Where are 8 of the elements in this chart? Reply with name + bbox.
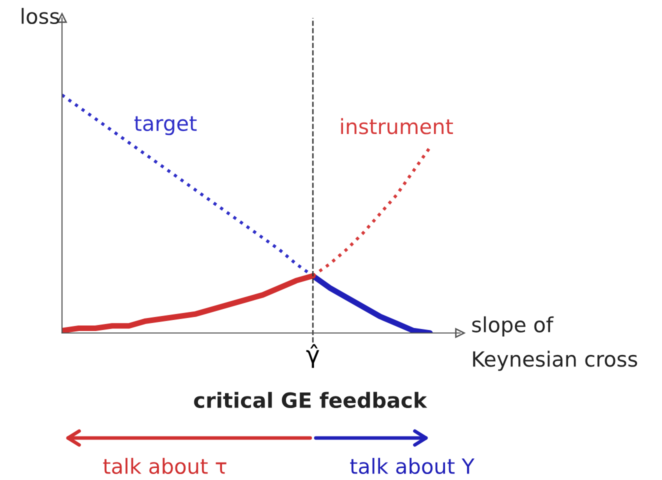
series-label: instrument <box>341 118 453 134</box>
x-axis-title: slope of Keynesian cross <box>472 316 638 371</box>
y-axis-title: loss <box>22 8 59 24</box>
text: γ̂ <box>306 344 320 368</box>
series-label: target <box>134 116 197 136</box>
text: talk about Y <box>350 458 474 474</box>
text: critical GE feedback <box>194 392 428 408</box>
text: talk about τ <box>103 458 226 474</box>
